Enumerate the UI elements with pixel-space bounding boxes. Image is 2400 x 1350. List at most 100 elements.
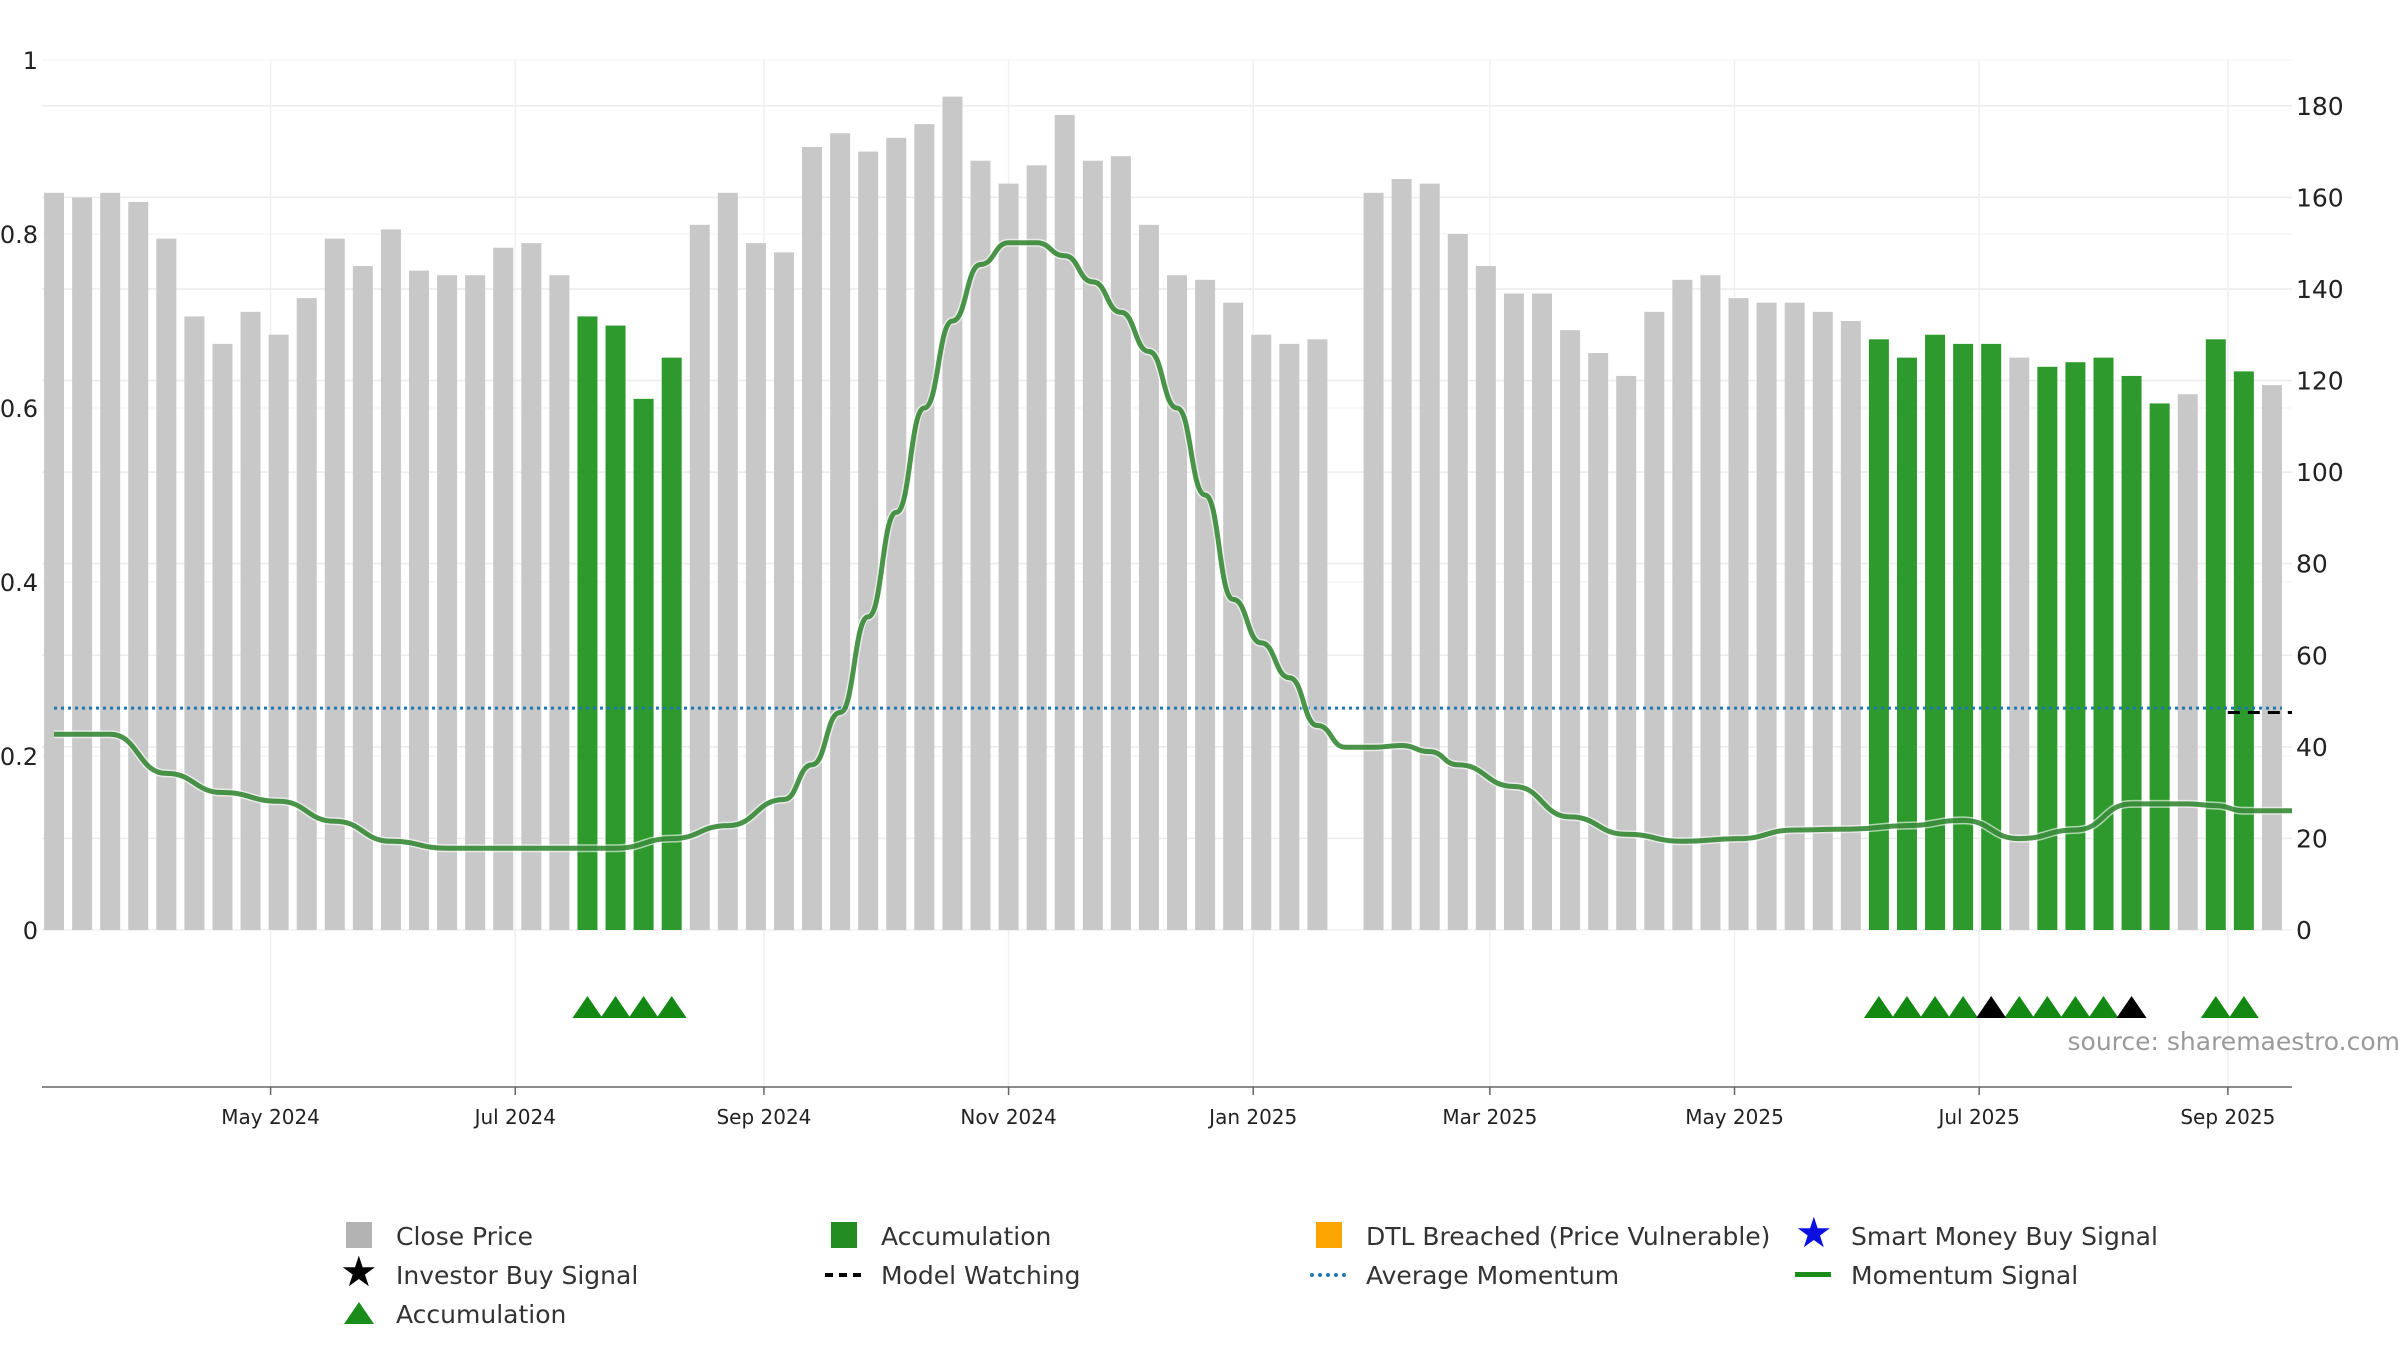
- right-tick-label: 180: [2296, 92, 2344, 121]
- x-tick-label: Nov 2024: [960, 1105, 1056, 1129]
- close-price-bar: [324, 238, 345, 930]
- accumulation-bar: [1868, 339, 1889, 930]
- close-price-bar: [352, 266, 373, 931]
- right-tick-label: 40: [2296, 733, 2328, 762]
- close-price-bar: [858, 151, 879, 930]
- close-price-bar: [942, 96, 963, 930]
- x-tick-label: Jan 2025: [1207, 1105, 1297, 1129]
- accumulation-triangle: [2228, 996, 2259, 1018]
- accumulation-bar: [2093, 357, 2114, 930]
- close-price-bar: [914, 124, 935, 930]
- accumulation-bar: [2121, 375, 2142, 930]
- close-price-bar: [773, 252, 794, 930]
- signal-lines: [54, 238, 2292, 853]
- accumulation-bar: [1896, 357, 1917, 930]
- close-price-bar: [1560, 330, 1581, 930]
- close-price-bar: [268, 334, 289, 931]
- close-price-bar: [998, 183, 1019, 930]
- left-tick-label: 1: [23, 47, 38, 75]
- left-tick-label: 0: [23, 917, 38, 945]
- accumulation-triangle: [2088, 996, 2119, 1018]
- close-price-bar: [184, 316, 205, 931]
- accumulation-bar: [661, 357, 682, 930]
- close-price-bar: [1195, 279, 1216, 931]
- accumulation-triangle: [2060, 996, 2091, 1018]
- investor-triangle: [1976, 996, 2007, 1018]
- close-price-bar: [296, 298, 317, 931]
- close-price-bar: [465, 275, 486, 930]
- close-price-bar: [2261, 385, 2282, 931]
- accumulation-bar: [1981, 343, 2002, 930]
- accumulation-bar: [577, 316, 598, 931]
- momentum-signal-line: [54, 240, 2292, 851]
- accumulation-triangle: [1920, 996, 1951, 1018]
- close-price-bar: [1110, 156, 1131, 930]
- left-tick-label: 0.4: [0, 569, 38, 597]
- accumulation-triangle: [572, 996, 603, 1018]
- close-price-bar: [240, 311, 261, 930]
- x-tick-label: May 2024: [221, 1105, 320, 1129]
- accumulation-bar: [1925, 334, 1946, 931]
- close-price-bar: [1840, 321, 1861, 930]
- close-price-bar: [128, 201, 149, 930]
- left-tick-label: 0.2: [0, 743, 38, 771]
- right-tick-label: 140: [2296, 275, 2344, 304]
- x-tick-label: Sep 2024: [716, 1105, 811, 1129]
- close-price-bar: [1475, 266, 1496, 931]
- close-price-bar: [437, 275, 458, 930]
- close-price-bar: [1054, 114, 1075, 930]
- close-price-bar: [1251, 334, 1272, 931]
- right-tick-label: 20: [2296, 824, 2328, 853]
- accumulation-triangle: [2032, 996, 2063, 1018]
- close-price-bar: [1616, 375, 1637, 930]
- left-tick-label: 0.8: [0, 221, 38, 249]
- close-price-bar: [1419, 183, 1440, 930]
- close-price-bar: [521, 243, 542, 930]
- close-price-bar: [1307, 339, 1328, 930]
- accumulation-bar: [2233, 371, 2254, 930]
- x-tick-label: Sep 2025: [2180, 1105, 2275, 1129]
- close-price-bar: [1026, 165, 1047, 930]
- source-credit: source: sharemaestro.com: [2067, 1027, 2400, 1056]
- accumulation-bar: [633, 398, 654, 930]
- close-price-bar: [886, 137, 907, 930]
- close-price-bar: [717, 192, 738, 930]
- close-price-bar: [1588, 353, 1609, 931]
- x-tick-label: Mar 2025: [1442, 1105, 1537, 1129]
- accumulation-bar: [2037, 366, 2058, 931]
- accumulation-triangle: [656, 996, 687, 1018]
- close-price-bar: [380, 229, 401, 931]
- accumulation-bar: [2205, 339, 2226, 930]
- accumulation-triangle: [1863, 996, 1894, 1018]
- close-price-bar: [409, 270, 430, 930]
- close-price-bar: [745, 243, 766, 930]
- close-price-bar: [156, 238, 177, 930]
- close-price-bar: [1700, 275, 1721, 930]
- close-price-bar: [1138, 224, 1159, 930]
- accumulation-bar: [2065, 362, 2086, 930]
- right-tick-label: 160: [2296, 183, 2344, 212]
- x-tick-label: Jul 2025: [1936, 1105, 2019, 1129]
- close-price-bar: [212, 343, 233, 930]
- right-tick-label: 120: [2296, 367, 2344, 396]
- close-price-bar: [830, 133, 851, 930]
- right-tick-label: 60: [2296, 641, 2328, 670]
- close-price-bar: [1503, 293, 1524, 930]
- accumulation-triangle: [1948, 996, 1979, 1018]
- investor-triangle: [2116, 996, 2147, 1018]
- close-price-bar: [2177, 394, 2198, 930]
- axes: May 2024 Jul 2024 Sep 2024 Nov 2024 Jan 2025…: [0, 47, 2344, 1129]
- close-price-bar: [1223, 302, 1244, 930]
- close-price-bar: [72, 197, 93, 931]
- close-price-bar: [689, 224, 710, 930]
- x-tick-label: Jul 2024: [473, 1105, 556, 1129]
- accumulation-triangle: [600, 996, 631, 1018]
- close-price-bar: [1279, 343, 1300, 930]
- left-tick-label: 0.6: [0, 395, 38, 423]
- close-price-bar: [802, 147, 823, 930]
- signal-markers: [572, 996, 2259, 1018]
- accumulation-bar: [1953, 343, 1974, 930]
- close-price-bar: [1167, 275, 1188, 930]
- accumulation-bar: [2149, 403, 2170, 931]
